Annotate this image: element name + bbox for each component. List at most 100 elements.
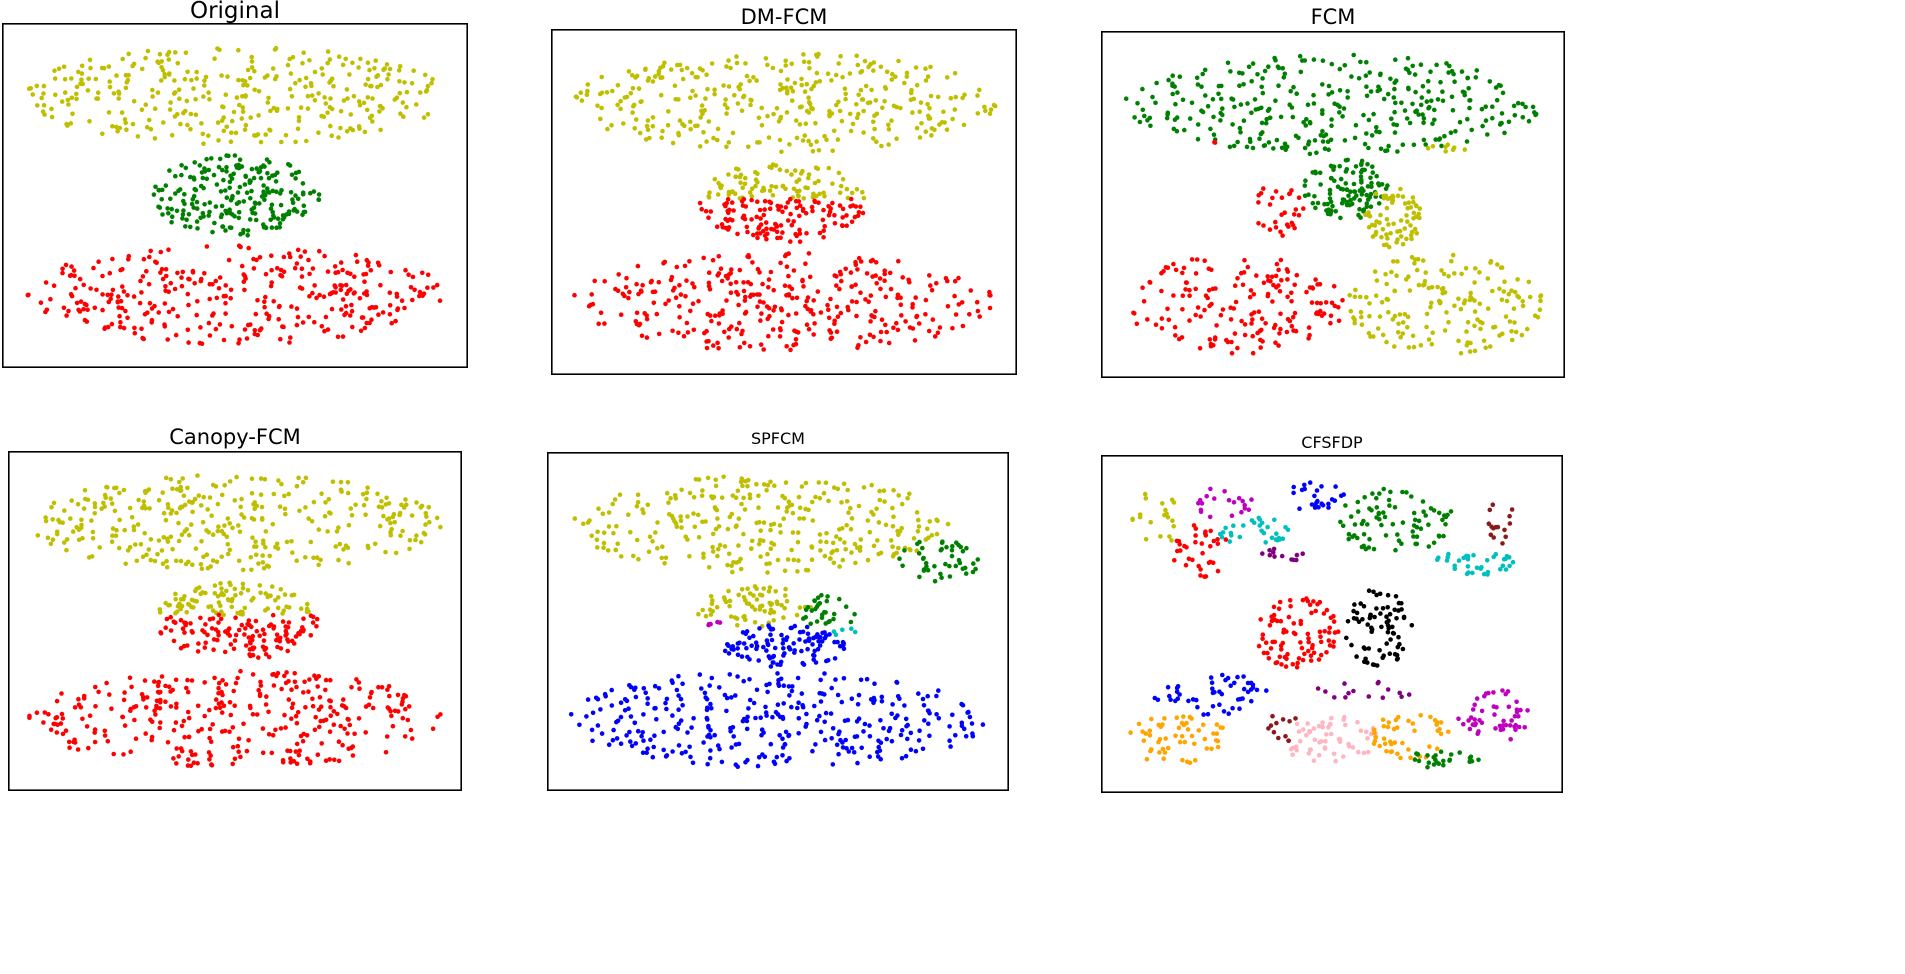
scatter-point <box>275 265 280 271</box>
scatter-point <box>634 281 639 287</box>
scatter-point <box>947 574 953 579</box>
scatter-point <box>188 621 193 626</box>
scatter-point <box>628 91 634 96</box>
scatter-point <box>900 275 905 280</box>
scatter-point <box>164 564 170 570</box>
scatter-point <box>316 130 321 135</box>
scatter-point <box>813 742 818 747</box>
scatter-point <box>215 528 221 534</box>
cluster-7 <box>1486 502 1515 546</box>
scatter-point <box>1387 611 1393 617</box>
scatter-point <box>631 553 636 559</box>
scatter-point <box>822 224 827 229</box>
scatter-point <box>794 189 800 194</box>
scatter-point <box>1260 76 1265 81</box>
scatter-point <box>143 102 149 107</box>
scatter-point <box>878 550 884 556</box>
scatter-point <box>584 92 590 97</box>
scatter-point <box>239 116 245 121</box>
scatter-point <box>1490 104 1495 109</box>
scatter-point <box>1248 288 1254 293</box>
scatter-point <box>858 290 863 296</box>
scatter-point <box>182 594 187 599</box>
scatter-point <box>765 551 770 557</box>
scatter-point <box>833 72 839 78</box>
scatter-point <box>592 278 597 284</box>
scatter-point <box>926 721 931 726</box>
scatter-point <box>185 291 191 297</box>
scatter-point <box>1285 277 1290 282</box>
scatter-point <box>263 529 269 534</box>
scatter-point <box>719 278 725 284</box>
scatter-point <box>348 112 354 117</box>
scatter-point <box>230 596 235 602</box>
scatter-point <box>621 121 626 126</box>
scatter-point <box>672 285 677 291</box>
scatter-point <box>780 736 785 742</box>
scatter-point <box>88 286 93 291</box>
scatter-point <box>293 634 299 639</box>
scatter-point <box>768 741 774 747</box>
scatter-point <box>864 676 870 682</box>
scatter-point <box>295 709 301 715</box>
scatter-point <box>421 530 427 536</box>
scatter-point <box>1451 145 1457 150</box>
scatter-point <box>186 602 192 608</box>
scatter-point <box>1352 135 1358 141</box>
scatter-point <box>953 94 958 100</box>
scatter-point <box>876 744 881 750</box>
scatter-point <box>737 320 742 326</box>
scatter-point <box>799 484 805 489</box>
scatter-point <box>236 341 241 346</box>
scatter-point <box>334 529 340 534</box>
scatter-point <box>233 593 238 598</box>
scatter-point <box>650 115 656 120</box>
scatter-point <box>358 328 364 334</box>
scatter-point <box>1435 557 1440 562</box>
scatter-point <box>225 516 231 521</box>
scatter-point <box>744 645 749 651</box>
scatter-point <box>858 537 864 542</box>
scatter-point <box>116 91 122 96</box>
scatter-point <box>907 491 912 497</box>
scatter-point <box>777 733 782 738</box>
scatter-point <box>843 266 848 272</box>
scatter-point <box>247 703 253 709</box>
scatter-point <box>1338 176 1344 182</box>
scatter-point <box>81 696 87 701</box>
scatter-point <box>679 67 685 73</box>
scatter-point <box>1449 94 1455 100</box>
scatter-point <box>801 52 806 57</box>
scatter-point <box>1338 215 1343 221</box>
scatter-point <box>1481 338 1487 344</box>
scatter-point <box>837 286 842 292</box>
scatter-point <box>264 694 269 699</box>
scatter-point <box>1427 104 1432 110</box>
scatter-point <box>1347 202 1352 208</box>
scatter-point <box>1413 541 1418 547</box>
scatter-point <box>92 739 98 745</box>
scatter-point <box>925 567 931 573</box>
scatter-point <box>923 297 929 303</box>
scatter-point <box>761 730 766 735</box>
scatter-point <box>854 734 860 739</box>
scatter-point <box>724 144 729 150</box>
scatter-point <box>666 298 671 303</box>
scatter-point <box>811 298 816 303</box>
scatter-point <box>277 191 283 196</box>
scatter-point <box>258 679 263 685</box>
scatter-point <box>845 487 850 493</box>
scatter-point <box>1265 274 1270 279</box>
scatter-point <box>1407 288 1413 293</box>
scatter-point <box>183 224 188 229</box>
scatter-point <box>74 91 79 97</box>
scatter-point <box>1296 213 1302 218</box>
scatter-point <box>1289 323 1295 329</box>
scatter-point <box>779 149 784 155</box>
scatter-point <box>1250 350 1256 356</box>
scatter-point <box>818 548 823 553</box>
scatter-point <box>271 213 276 218</box>
scatter-point <box>126 51 131 57</box>
scatter-point <box>840 526 845 531</box>
scatter-point <box>1300 657 1306 663</box>
